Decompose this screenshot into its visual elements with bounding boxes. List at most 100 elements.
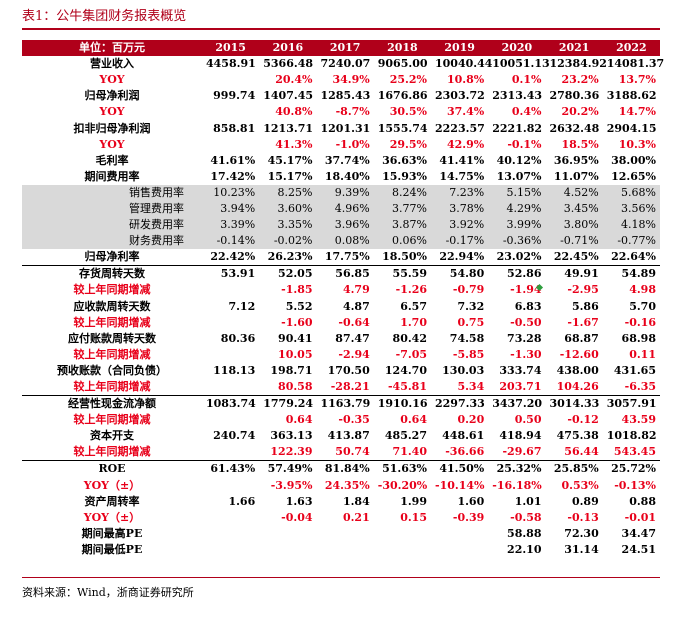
cell-value: 17.75%	[324, 250, 370, 264]
cell-value	[202, 315, 259, 331]
table-row: 期间费用率 17.42% 15.17% 18.40% 15.93% 14.75% 13.07…	[22, 169, 660, 185]
cell-value: 1.70	[400, 315, 427, 329]
cell-value: 18.40%	[324, 169, 370, 183]
cell-value: 15.17%	[267, 169, 313, 183]
table-row: 存货周转天数 53.91 52.05 56.85 55.59 54.80 52.86 49.9…	[22, 265, 660, 283]
table-row: ROE 61.43% 57.49% 81.84% 51.63% 41.50% 25.32% 2…	[22, 460, 660, 478]
cell-value: 37.4%	[447, 105, 485, 119]
cell-value: -3.95%	[270, 478, 313, 492]
cell-value: 5366.48	[263, 57, 314, 71]
cell-value: 1083.74	[202, 395, 260, 413]
cell-value: 2303.72	[435, 89, 485, 103]
cell-value	[431, 542, 488, 558]
header-year: 2017	[316, 40, 374, 57]
cell-value: 8.25%	[259, 184, 317, 201]
cell-value: 0.75	[457, 315, 485, 329]
cell-value: -10.14%	[435, 478, 485, 492]
cell-value: 4.79	[342, 283, 370, 297]
cell-value: 3.80%	[545, 217, 603, 234]
table-row: 期间最高PE 58.88 72.30 34.47	[22, 526, 660, 542]
cell-value	[202, 137, 259, 153]
cell-value: 4.98	[629, 283, 656, 297]
cell-value: 22.94%	[439, 250, 485, 264]
cell-value: 4.52%	[545, 184, 603, 201]
cell-value: 18.5%	[561, 137, 599, 151]
cell-value: 4.87	[342, 299, 370, 313]
cell-value: 1.63	[285, 494, 313, 508]
table-row: 研发费用率 3.39% 3.35% 3.96% 3.87% 3.92% 3.99% 3.80%…	[22, 217, 660, 234]
cell-value: 50.74	[335, 445, 370, 459]
cell-value: -1.67	[567, 315, 599, 329]
cell-value: 3.56%	[602, 200, 660, 218]
cell-value: 8.24%	[373, 184, 431, 201]
cell-value: 0.64	[285, 413, 313, 427]
cell-value: 2223.57	[435, 121, 485, 135]
cell-value: -1.85	[281, 283, 313, 297]
table-row: 毛利率 41.61% 45.17% 37.74% 36.63% 41.41% 40.12% 3…	[22, 153, 660, 169]
cell-value: -36.66	[445, 445, 485, 459]
cell-value: 80.36	[220, 331, 256, 345]
cell-value: 418.94	[499, 429, 542, 443]
cell-value	[259, 526, 316, 542]
cell-value: 999.74	[213, 89, 256, 103]
cell-value: 3.60%	[259, 200, 317, 218]
cell-value: -0.58	[510, 510, 542, 524]
table-row: 较上年同期增减 -1.60 -0.64 1.70 0.75 -0.50 -1.67 -0.16	[22, 315, 660, 331]
table-row: 归母净利润 999.74 1407.45 1285.43 1676.86 2303.72 2…	[22, 88, 660, 104]
row-label: 归母净利润	[84, 89, 140, 103]
cell-value	[202, 72, 259, 88]
cell-value: 3.39%	[202, 217, 260, 234]
cell-value: 61.43%	[202, 460, 260, 478]
cell-value: 170.50	[327, 363, 370, 377]
cell-value	[431, 526, 488, 542]
cell-value: -1.60	[281, 315, 313, 329]
cell-value: -0.39	[452, 510, 485, 524]
cell-value: -0.02%	[259, 233, 317, 250]
cell-value: 0.53%	[561, 478, 599, 492]
cell-value: 5.86	[571, 299, 599, 313]
cell-value: 1163.79	[316, 395, 374, 413]
table-row: YOY 41.3% -1.0% 29.5% 42.9% -0.1% 18.5% 10.3%	[22, 137, 660, 153]
cell-value: 4.18%	[602, 217, 660, 234]
cell-value: 45.17%	[267, 153, 313, 167]
cell-value: -0.12	[567, 413, 599, 427]
row-label: 期间最高PE	[81, 526, 143, 540]
table-row: 扣非归母净利润 858.81 1213.71 1201.31 1555.74 2223.5…	[22, 120, 660, 136]
financial-summary-table: 单位：百万元 2015 2016 2017 2018 2019 2020 2021 2022 营…	[22, 40, 664, 558]
cell-value	[202, 412, 259, 428]
table-row: 资本开支 240.74 363.13 413.87 485.27 448.61 418.94…	[22, 428, 660, 444]
cell-value: 448.61	[442, 429, 485, 443]
cell-value: -2.95	[567, 283, 599, 297]
table-body: 营业收入 4458.91 5366.48 7240.07 9065.00 10040.44…	[22, 56, 664, 558]
cell-value: 3057.91	[602, 395, 660, 413]
cell-value: 130.03	[442, 363, 485, 377]
cell-value: 34.9%	[332, 73, 370, 87]
cell-value: 0.64	[400, 413, 427, 427]
cell-value: 58.88	[507, 526, 542, 540]
cell-value: -0.77%	[602, 233, 660, 250]
cell-value: 1407.45	[263, 89, 314, 103]
cell-value: 2313.43	[492, 89, 543, 103]
cell-value: 1213.71	[263, 121, 314, 135]
table-row: 较上年同期增减 10.05 -2.94 -7.05 -5.85 -1.30 -12.60 0.…	[22, 347, 660, 363]
cell-value: 7.23%	[431, 184, 489, 201]
cell-value: 3.99%	[488, 217, 546, 234]
cell-value: 23.2%	[561, 73, 599, 87]
cell-value: 1.60	[457, 494, 485, 508]
cell-value: -0.36%	[488, 233, 546, 250]
cell-value: 0.06%	[373, 233, 431, 250]
cell-value: 118.13	[213, 363, 256, 377]
footer-divider	[22, 577, 660, 578]
row-label: 期间最低PE	[81, 542, 143, 556]
cell-value	[202, 526, 259, 542]
cell-value	[202, 444, 259, 461]
cell-value	[202, 542, 259, 558]
cell-value: 9065.00	[377, 57, 428, 71]
cell-value: 22.64%	[611, 250, 656, 264]
cell-value: -0.13	[567, 510, 599, 524]
row-label: 研发费用率	[22, 217, 202, 234]
cell-value	[202, 347, 259, 363]
cell-value: 20.4%	[275, 73, 313, 87]
cell-value: 51.63%	[373, 460, 431, 478]
cell-value: 14.75%	[439, 169, 485, 183]
